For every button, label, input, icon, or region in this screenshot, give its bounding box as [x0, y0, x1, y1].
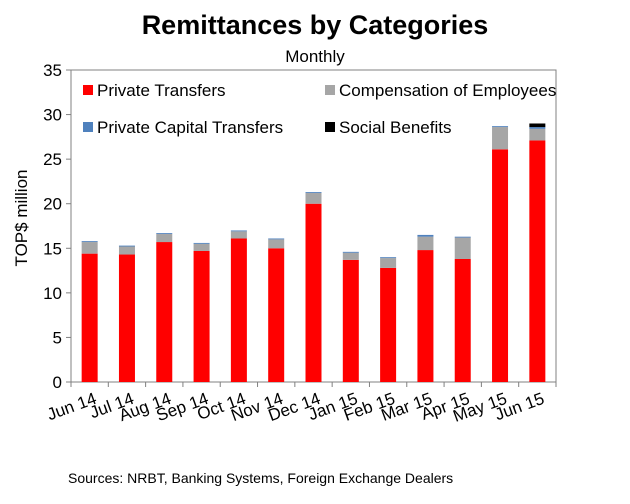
bar-segment: [156, 234, 173, 243]
bar-segment: [380, 257, 397, 259]
bar-segment: [529, 128, 546, 141]
legend-swatch: [325, 85, 335, 95]
bar-segment: [342, 252, 359, 260]
bar-segment: [529, 127, 546, 129]
bar-segment: [193, 242, 210, 244]
y-tick-label: 30: [43, 106, 62, 125]
bar-segment: [380, 258, 397, 268]
bar-segment: [454, 237, 471, 259]
bar-segment: [305, 203, 322, 382]
bar-segment: [118, 254, 135, 382]
legend-swatch: [83, 122, 93, 132]
bar-segment: [454, 258, 471, 382]
bar-segment: [81, 242, 98, 254]
legend-swatch: [325, 122, 335, 132]
bar-segment: [118, 246, 135, 255]
bar-segment: [81, 253, 98, 382]
bar-segment: [492, 127, 509, 150]
bar-segment: [81, 241, 98, 243]
legend-swatch: [83, 85, 93, 95]
bar-segment: [193, 243, 210, 251]
y-tick-label: 0: [53, 373, 62, 392]
y-tick-label: 35: [43, 61, 62, 80]
y-tick-label: 10: [43, 284, 62, 303]
bar-segment: [268, 239, 285, 249]
y-tick-label: 25: [43, 150, 62, 169]
y-tick-label: 20: [43, 195, 62, 214]
source-note: Sources: NRBT, Banking Systems, Foreign …: [68, 470, 453, 486]
bar-segment: [118, 245, 135, 247]
bar-segment: [230, 238, 247, 382]
bar-segment: [156, 233, 173, 235]
bar-segment: [156, 242, 173, 382]
y-axis-label: TOP$ million: [12, 170, 31, 267]
legend-label: Compensation of Employees: [339, 81, 556, 100]
legend-label: Private Transfers: [97, 81, 226, 100]
bar-segment: [529, 123, 546, 128]
bar-segment: [492, 149, 509, 382]
bar-segment: [454, 236, 471, 238]
y-tick-label: 5: [53, 328, 62, 347]
bar-segment: [529, 140, 546, 382]
bar-segment: [342, 251, 359, 253]
bar-segment: [193, 250, 210, 382]
bar-segment: [230, 230, 247, 232]
chart-title: Remittances by Categories: [142, 10, 489, 40]
legend-label: Social Benefits: [339, 118, 451, 137]
bar-segment: [417, 234, 434, 237]
bar-segment: [417, 250, 434, 382]
bar-segment: [305, 192, 322, 194]
chart-subtitle: Monthly: [285, 47, 345, 66]
y-tick-label: 15: [43, 239, 62, 258]
bar-segment: [268, 238, 285, 240]
bar-segment: [230, 231, 247, 239]
bar-segment: [268, 248, 285, 382]
bar-segment: [492, 126, 509, 128]
bar-segment: [380, 267, 397, 382]
bar-segment: [417, 236, 434, 251]
legend-label: Private Capital Transfers: [97, 118, 283, 137]
bar-segment: [342, 259, 359, 382]
bar-segment: [305, 193, 322, 204]
